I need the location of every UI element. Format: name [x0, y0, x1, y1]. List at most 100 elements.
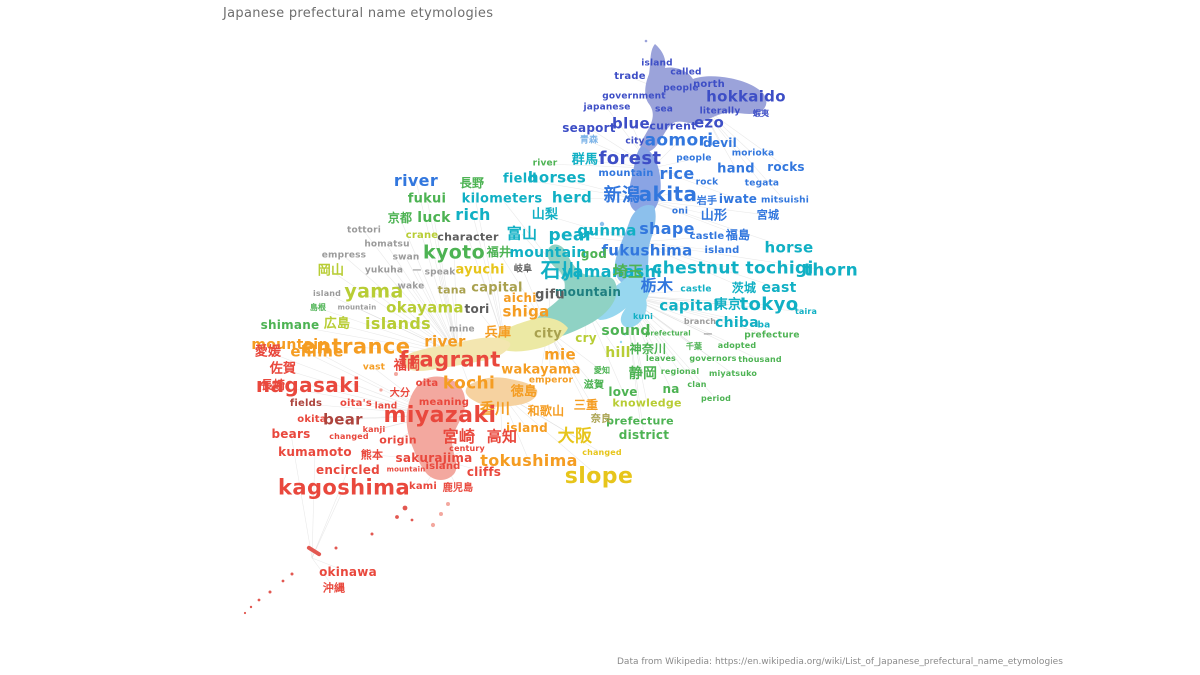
word: crane	[405, 230, 439, 241]
word: branch	[683, 317, 717, 326]
word: north	[693, 79, 725, 90]
word: devil	[703, 136, 737, 150]
word: aomori	[644, 130, 714, 151]
word: kumamoto	[278, 445, 352, 459]
word: 愛媛	[254, 344, 282, 360]
word: mountain	[337, 303, 377, 312]
word: nagasaki	[255, 373, 361, 397]
word: chestnut tochigi	[652, 258, 814, 279]
word: —	[412, 265, 422, 276]
word: 京都	[387, 211, 413, 225]
small-islands	[243, 39, 648, 615]
word: hand	[717, 161, 755, 177]
word: okita	[297, 414, 327, 425]
word: capital	[659, 296, 719, 315]
word: 福井	[486, 245, 512, 259]
word: 広島	[323, 316, 351, 332]
word: ayuchi	[455, 262, 505, 278]
word: 山梨	[531, 207, 559, 223]
region-kanto	[593, 269, 651, 328]
word: 富山	[506, 224, 538, 243]
word: tori	[464, 302, 490, 316]
word: sea	[654, 104, 674, 115]
word: capital	[471, 280, 523, 296]
word: yama	[344, 280, 404, 303]
word: century	[449, 444, 485, 453]
word: kochi	[442, 373, 496, 394]
word: land	[374, 401, 398, 412]
word: —	[703, 329, 713, 340]
word: shiga	[502, 302, 550, 321]
word: 兵庫	[484, 325, 512, 341]
word: clan	[687, 380, 707, 389]
word: island	[704, 245, 740, 256]
word: fragrant	[399, 347, 501, 372]
word: miyazaki	[383, 403, 497, 428]
word: 奈良	[590, 414, 612, 425]
word: empress	[321, 250, 367, 261]
word: tana	[437, 283, 467, 297]
word: iwate	[718, 192, 758, 206]
word: kami	[408, 481, 438, 492]
word: 佐賀	[269, 361, 297, 377]
word: 岐阜	[513, 264, 533, 275]
word: period	[700, 394, 732, 403]
word: kanji	[362, 425, 386, 434]
region-shikoku	[465, 377, 538, 407]
word: herd	[551, 188, 593, 207]
word: oni	[671, 206, 689, 217]
word: kagoshima	[277, 475, 411, 500]
word: homatsu	[364, 239, 410, 250]
region-kyushu	[406, 376, 466, 480]
word: 鹿児島	[442, 483, 474, 494]
word: 滋賀	[583, 380, 605, 391]
word: prefecture	[744, 330, 800, 341]
word: gifu	[535, 287, 565, 303]
word: government	[602, 91, 666, 102]
word: 長野	[459, 176, 485, 190]
word: tegata	[744, 178, 780, 189]
word: fukui	[407, 191, 447, 207]
word: kuni	[632, 312, 654, 321]
word: 岩手	[696, 196, 718, 207]
word: na	[662, 382, 680, 396]
word: 三重	[573, 398, 599, 412]
word: wakayama	[501, 362, 581, 378]
word: island	[641, 58, 673, 69]
word: luck	[417, 210, 451, 226]
word: mountain	[251, 337, 329, 353]
word: 熊本	[360, 448, 384, 462]
word: 千葉	[685, 342, 703, 351]
word: mitsuishi	[760, 195, 810, 206]
word: leaves	[646, 354, 676, 363]
word: 香川	[479, 399, 511, 418]
word: 愛知	[593, 366, 611, 375]
word: yukuha	[364, 265, 404, 276]
word: oita	[415, 378, 439, 389]
word: fields	[289, 398, 323, 409]
word: governors	[689, 354, 737, 363]
region-chubu	[533, 244, 617, 339]
word: oita's	[339, 398, 373, 409]
word: rich	[455, 205, 491, 224]
word: forest	[598, 148, 662, 169]
word: island	[505, 421, 549, 435]
word: thorn	[803, 260, 859, 281]
word: akita	[638, 182, 698, 206]
word: mountain	[554, 285, 622, 299]
word: city	[534, 326, 562, 342]
region-kinki	[496, 317, 568, 352]
region-tohoku-north	[628, 146, 661, 215]
word: 埼玉	[612, 262, 644, 281]
word: tokushima	[480, 451, 578, 470]
word: 宮城	[756, 208, 780, 222]
word: emperor	[528, 375, 574, 386]
word: bears	[271, 427, 311, 441]
word: aichi	[503, 291, 537, 305]
word: islands	[365, 314, 431, 333]
word: 栃木	[640, 276, 674, 295]
word: changed	[329, 432, 369, 441]
word: slope	[564, 464, 634, 489]
word: castle	[689, 231, 725, 242]
